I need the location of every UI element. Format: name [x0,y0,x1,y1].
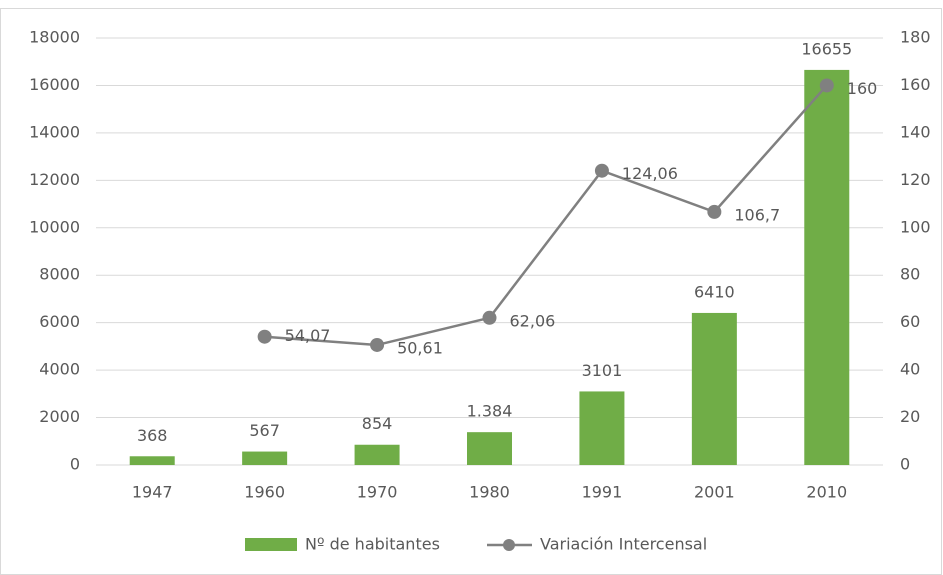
y-tick-label: 8000 [39,265,80,284]
x-tick-label: 1980 [469,483,510,502]
bar [691,312,737,465]
x-tick-label: 1960 [244,483,285,502]
line-value-label: 160 [847,79,878,98]
y-tick-label: 16000 [29,75,80,94]
line-value-label: 106,7 [734,205,780,224]
bar-value-label: 368 [137,426,168,445]
bar [579,391,625,465]
line-point [482,310,497,325]
x-tick-label: 1991 [582,483,623,502]
legend-label: Variación Intercensal [540,535,707,554]
bar [354,444,400,465]
y2-tick-label: 120 [900,170,931,189]
bar [242,451,288,465]
bar-value-label: 1.384 [467,402,513,421]
y2-tick-label: 180 [900,28,931,47]
line [264,84,828,347]
y-tick-label: 2000 [39,407,80,426]
line-point [257,329,272,344]
y2-tick-label: 40 [900,360,920,379]
x-tick-label: 1970 [357,483,398,502]
line-point [370,337,385,352]
bar-value-label: 567 [249,421,280,440]
legend-swatch [503,539,515,551]
chart-frame [0,8,942,575]
line-value-label: 50,61 [397,338,443,357]
bar-value-label: 6410 [694,282,735,301]
x-tick-label: 2001 [694,483,735,502]
bar-value-label: 16655 [801,39,852,58]
y2-tick-label: 80 [900,265,920,284]
y2-tick-label: 60 [900,312,920,331]
y-tick-label: 4000 [39,360,80,379]
y2-tick-label: 160 [900,75,931,94]
legend-label: Nº de habitantes [305,535,440,554]
bar-value-label: 854 [362,414,393,433]
line-value-label: 62,06 [510,311,556,330]
bar [129,456,175,465]
y-tick-label: 0 [70,455,80,474]
line-value-label: 54,07 [285,326,331,345]
y2-tick-label: 0 [900,455,910,474]
legend-swatch [245,538,297,551]
y2-tick-label: 140 [900,122,931,141]
line-point [707,204,722,219]
line-point [594,163,609,178]
y-tick-label: 12000 [29,170,80,189]
y2-tick-label: 20 [900,407,920,426]
y2-tick-label: 100 [900,217,931,236]
y-tick-label: 6000 [39,312,80,331]
x-tick-label: 2010 [806,483,847,502]
bar-value-label: 3101 [582,361,623,380]
y-tick-label: 18000 [29,28,80,47]
bar [467,432,512,465]
bar [804,69,850,466]
line-value-label: 124,06 [622,164,678,183]
y-tick-label: 14000 [29,122,80,141]
line-point [819,78,834,93]
y-tick-label: 10000 [29,217,80,236]
x-tick-label: 1947 [132,483,173,502]
